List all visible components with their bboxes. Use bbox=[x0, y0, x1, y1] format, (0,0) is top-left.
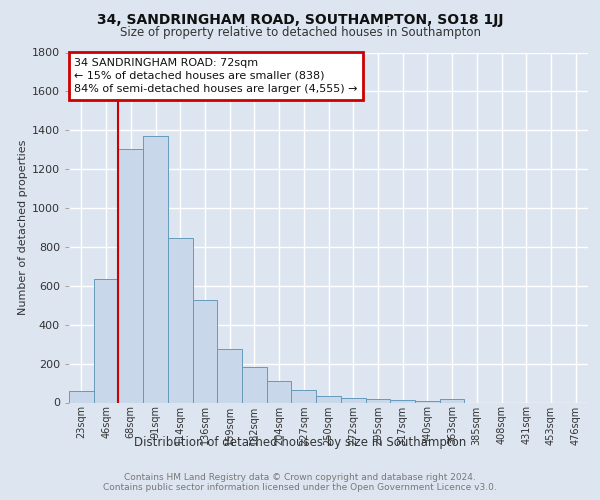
Bar bbox=[365, 398, 390, 402]
Text: Distribution of detached houses by size in Southampton: Distribution of detached houses by size … bbox=[134, 436, 466, 449]
Bar bbox=[193, 300, 217, 402]
Bar bbox=[94, 279, 118, 402]
Bar bbox=[341, 398, 365, 402]
Bar bbox=[316, 396, 341, 402]
Text: Contains HM Land Registry data © Crown copyright and database right 2024.: Contains HM Land Registry data © Crown c… bbox=[124, 472, 476, 482]
Text: Contains public sector information licensed under the Open Government Licence v3: Contains public sector information licen… bbox=[103, 484, 497, 492]
Bar bbox=[168, 238, 193, 402]
Bar bbox=[267, 381, 292, 402]
Bar bbox=[118, 149, 143, 403]
Bar bbox=[440, 398, 464, 402]
Bar bbox=[292, 390, 316, 402]
Text: Size of property relative to detached houses in Southampton: Size of property relative to detached ho… bbox=[119, 26, 481, 39]
Bar bbox=[415, 400, 440, 402]
Bar bbox=[242, 366, 267, 402]
Bar bbox=[143, 136, 168, 402]
Y-axis label: Number of detached properties: Number of detached properties bbox=[17, 140, 28, 315]
Bar bbox=[390, 400, 415, 402]
Text: 34, SANDRINGHAM ROAD, SOUTHAMPTON, SO18 1JJ: 34, SANDRINGHAM ROAD, SOUTHAMPTON, SO18 … bbox=[97, 13, 503, 27]
Bar bbox=[217, 349, 242, 403]
Text: 34 SANDRINGHAM ROAD: 72sqm
← 15% of detached houses are smaller (838)
84% of sem: 34 SANDRINGHAM ROAD: 72sqm ← 15% of deta… bbox=[74, 58, 358, 94]
Bar bbox=[69, 391, 94, 402]
